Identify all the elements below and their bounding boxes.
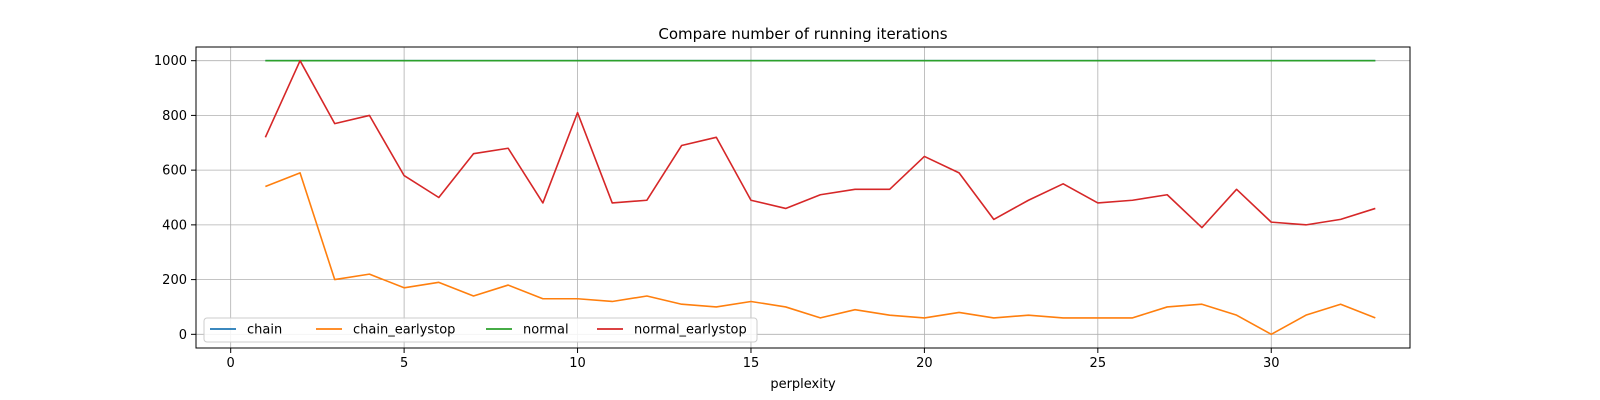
series-line-chain-earlystop	[265, 172, 1376, 336]
grid-lines	[196, 47, 1410, 348]
x-axis: 0 5 10 15 20 25 30	[227, 348, 1280, 371]
x-tick-label: 30	[1263, 356, 1280, 371]
chart-title: Compare number of running iterations	[658, 25, 947, 43]
y-tick-label: 800	[162, 109, 187, 124]
legend: chain chain_earlystop normal normal_earlyst…	[203, 317, 758, 343]
legend-label-chain: chain	[247, 323, 282, 338]
x-tick-label: 0	[227, 356, 235, 371]
y-tick-label: 400	[162, 218, 187, 233]
y-axis: 0 200 400 600 800 1000	[154, 54, 196, 343]
x-tick-label: 10	[569, 356, 586, 371]
legend-box	[203, 317, 758, 343]
series-line-normal-earlystop	[264, 59, 1376, 229]
legend-label-chain-earlystop: chain_earlystop	[353, 323, 455, 338]
plot-frame	[195, 46, 1411, 349]
y-tick-label: 1000	[154, 54, 187, 69]
y-tick-label: 600	[162, 164, 187, 179]
legend-label-normal-earlystop: normal_earlystop	[634, 323, 747, 338]
x-tick-label: 20	[916, 356, 933, 371]
y-tick-label: 200	[162, 273, 187, 288]
legend-label-normal: normal	[523, 323, 569, 338]
x-tick-label: 5	[400, 356, 408, 371]
x-axis-label: perplexity	[770, 377, 836, 392]
x-tick-label: 25	[1090, 356, 1107, 371]
series-lines	[264, 59, 1376, 336]
x-tick-label: 15	[743, 356, 760, 371]
y-tick-label: 0	[179, 328, 187, 343]
